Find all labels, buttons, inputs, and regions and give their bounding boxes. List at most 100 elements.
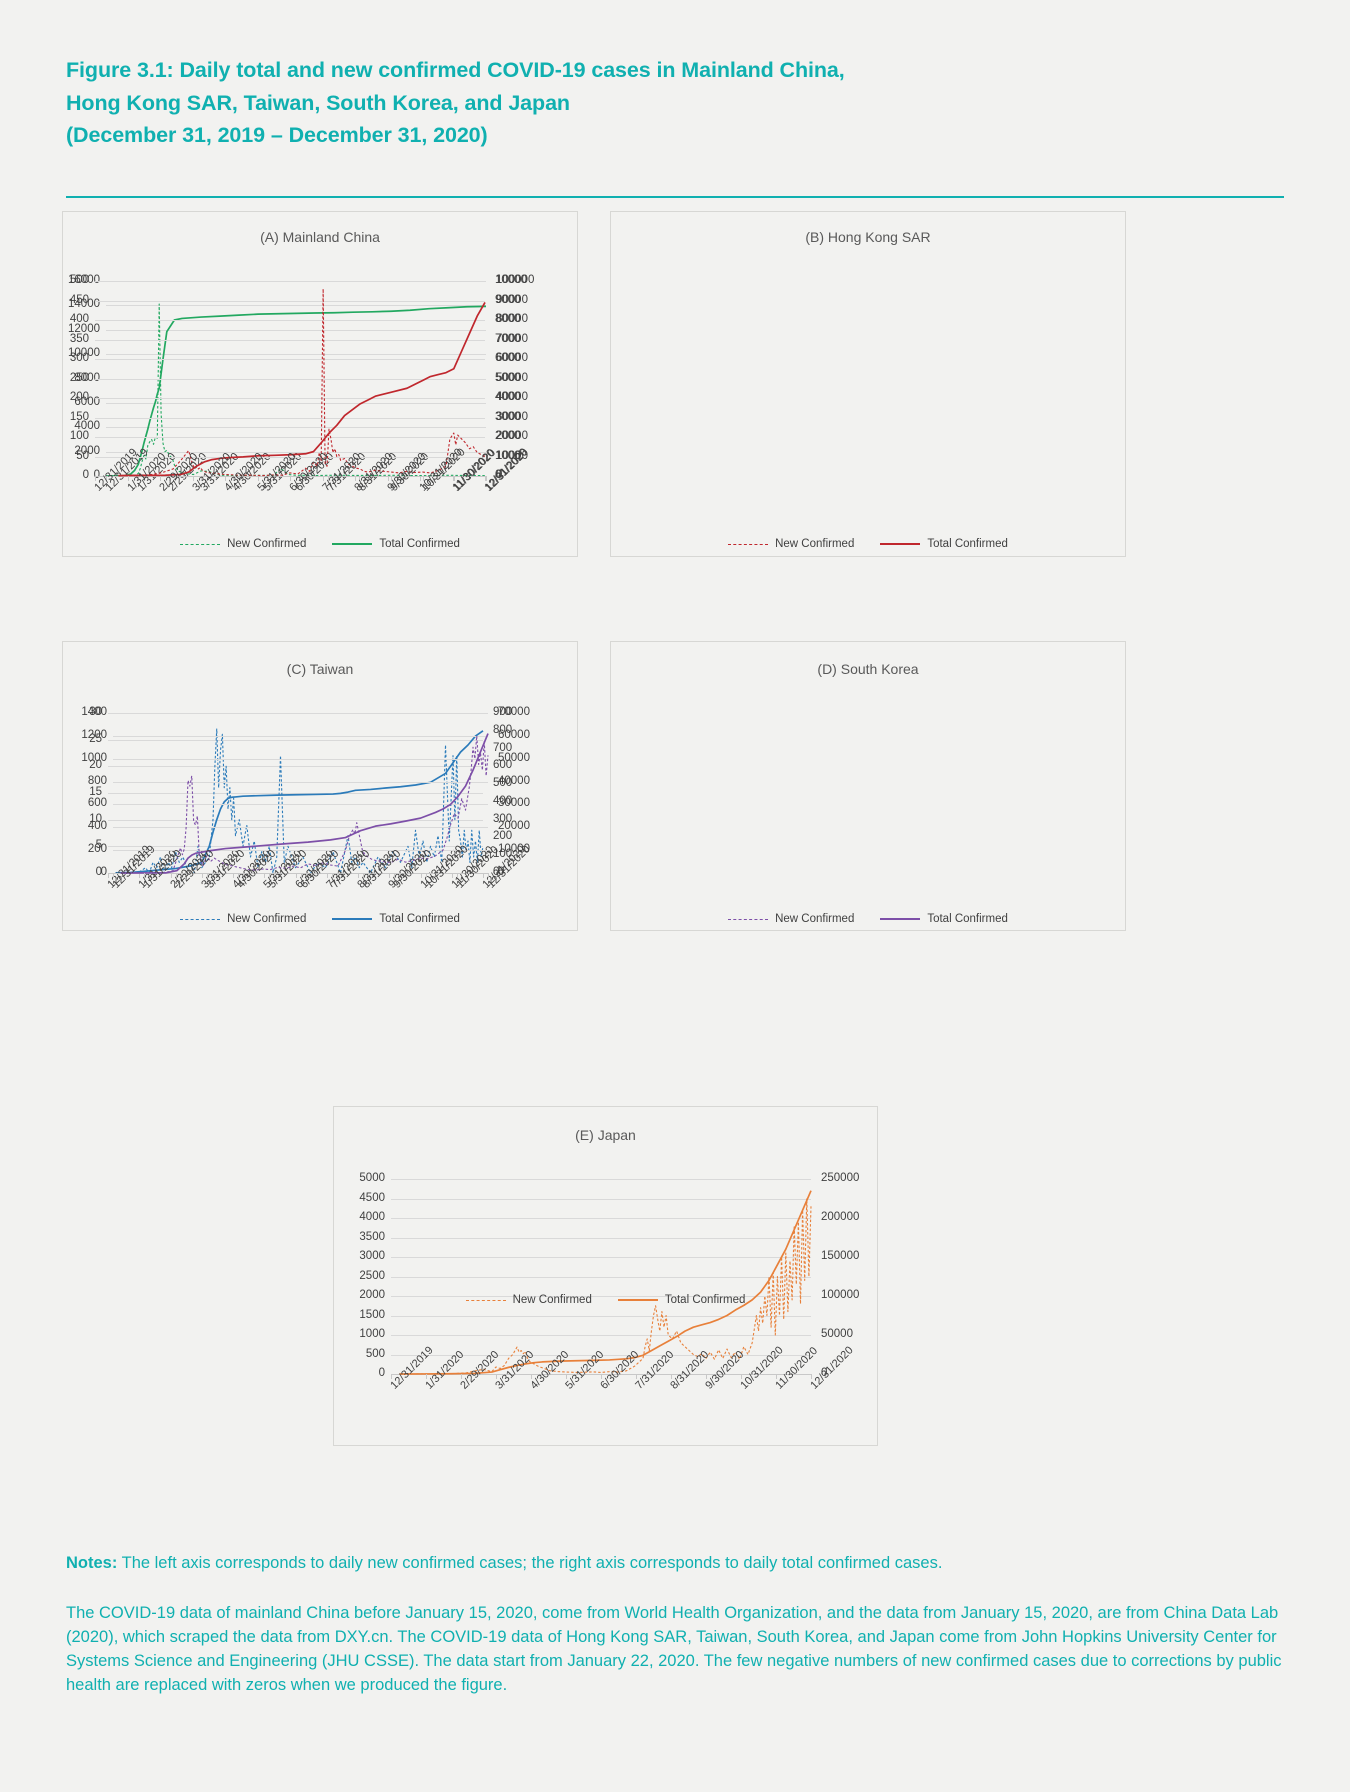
x-tick-mark [387, 476, 389, 481]
series-layer-d [120, 733, 489, 874]
x-tick-mark [359, 476, 361, 481]
right-axis-tick-label: 9000 [495, 293, 521, 306]
gridline [391, 1237, 811, 1239]
x-tick-mark [113, 873, 114, 878]
x-tick-mark [269, 873, 271, 878]
left-axis-tick-label: 8000 [74, 371, 100, 384]
legend-item-total-confirmed[interactable]: Total Confirmed [880, 538, 1008, 550]
series-total-confirmed [399, 1190, 812, 1375]
x-tick-mark [192, 476, 194, 481]
right-axis-tick-label: 1000 [495, 449, 521, 462]
left-axis-tick-label: 0 [100, 866, 107, 878]
x-tick-mark [106, 476, 107, 481]
left-axis-tick-label: 10000 [68, 347, 100, 360]
left-axis-tick-label: 20 [89, 759, 102, 772]
right-axis-tick-label: 60000 [498, 728, 530, 741]
left-axis-tick-label: 12000 [68, 322, 100, 335]
right-axis-tick-label: 200000 [821, 1211, 860, 1223]
right-axis-tick-label: 40000 [496, 391, 528, 403]
series-total-confirmed [118, 302, 486, 477]
chart-legend-a: New Confirmed Total Confirmed [63, 538, 577, 550]
series-total-confirmed [115, 730, 484, 874]
gridline [95, 281, 485, 282]
series-layer-b [118, 288, 486, 477]
right-axis-tick-label: 20000 [496, 430, 528, 442]
legend-item-total-confirmed[interactable]: Total Confirmed [880, 913, 1008, 925]
series-new-confirmed [118, 288, 486, 477]
right-axis-tick-label: 60000 [496, 352, 528, 364]
right-axis-tick-label: 700 [493, 741, 513, 754]
left-axis-tick-label: 4000 [74, 420, 100, 433]
gridline [106, 427, 486, 429]
title-divider [66, 196, 1284, 198]
left-axis-tick-label: 2000 [74, 444, 100, 457]
right-axis-tick-label: 0 [498, 866, 505, 878]
x-tick-mark [326, 873, 328, 878]
right-axis-tick-label: 100000 [496, 274, 535, 286]
legend-dash-swatch-icon [180, 918, 221, 920]
legend-dash-swatch-icon [180, 543, 221, 545]
legend-item-total-confirmed[interactable]: Total Confirmed [332, 913, 460, 925]
legend-dash-swatch-icon [465, 1299, 506, 1301]
gridline [108, 819, 483, 821]
x-tick-mark [394, 873, 396, 878]
right-axis-tick-label: 50000 [498, 751, 530, 764]
notes-label: Notes: [66, 1554, 118, 1572]
x-tick-mark [391, 476, 392, 481]
gridline [95, 300, 485, 302]
legend-item-new-confirmed[interactable]: New Confirmed [728, 913, 854, 925]
x-tick-mark [170, 873, 172, 878]
x-tick-mark [290, 476, 291, 481]
series-total-confirmed [120, 733, 489, 874]
plot-area-b [95, 281, 486, 477]
x-tick-mark [296, 476, 297, 481]
gridline [391, 1179, 811, 1180]
legend-item-total-confirmed[interactable]: Total Confirmed [332, 538, 460, 550]
plot-area-e [391, 1179, 812, 1375]
x-tick-mark [206, 873, 208, 878]
chart-title-b: (B) Hong Kong SAR [805, 229, 931, 245]
gridline [108, 846, 483, 848]
x-tick-mark [300, 873, 302, 878]
legend-solid-swatch-icon [617, 1299, 658, 1301]
gridline [391, 1335, 811, 1336]
legend-item-total-confirmed[interactable]: Total Confirmed [617, 1294, 745, 1306]
x-tick-mark [327, 476, 329, 481]
right-axis-tick-label: 900 [493, 706, 513, 718]
left-axis-tick-label: 1000 [359, 1328, 385, 1340]
gridline [95, 339, 485, 341]
series-layer-e [399, 1190, 812, 1375]
x-tick-mark [363, 873, 364, 878]
legend-solid-swatch-icon [332, 918, 373, 920]
legend-item-new-confirmed[interactable]: New Confirmed [728, 538, 854, 550]
x-tick-mark [671, 1374, 672, 1379]
legend-item-new-confirmed[interactable]: New Confirmed [180, 913, 306, 925]
left-axis-tick-label: 15 [89, 786, 102, 798]
left-axis-tick-label: 250 [69, 371, 89, 384]
gridline [391, 1296, 811, 1297]
right-axis-tick-label: 70000 [498, 706, 530, 718]
legend-label-new-confirmed: New Confirmed [227, 538, 307, 550]
chart-title-a: (A) Mainland China [260, 229, 380, 245]
left-axis-tick-label: 4000 [359, 1211, 385, 1223]
right-axis-tick-label: 600 [493, 759, 513, 772]
figure-title-line-3: (December 31, 2019 – December 31, 2020) [66, 123, 488, 148]
right-axis-tick-label: 6000 [495, 352, 521, 364]
right-axis-tick-label: 10000 [496, 449, 528, 462]
legend-dash-swatch-icon [728, 918, 769, 920]
left-axis-tick-label: 50 [76, 449, 89, 462]
left-axis-tick-label: 2500 [359, 1269, 385, 1282]
x-tick-mark [811, 1374, 812, 1379]
legend-label-total-confirmed: Total Confirmed [379, 913, 460, 925]
right-axis-tick-label: 0 [495, 469, 502, 481]
legend-item-new-confirmed[interactable]: New Confirmed [465, 1294, 592, 1306]
x-tick-mark [496, 1374, 497, 1379]
left-axis-tick-label: 200 [69, 391, 89, 403]
legend-label-new-confirmed: New Confirmed [227, 913, 307, 925]
gridline [108, 793, 483, 794]
legend-item-new-confirmed[interactable]: New Confirmed [180, 538, 306, 550]
chart-legend-d: New Confirmed Total Confirmed [611, 913, 1125, 925]
left-axis-tick-label: 6000 [74, 395, 100, 408]
x-tick-mark [295, 873, 297, 878]
right-axis-tick-label: 30000 [496, 410, 528, 423]
